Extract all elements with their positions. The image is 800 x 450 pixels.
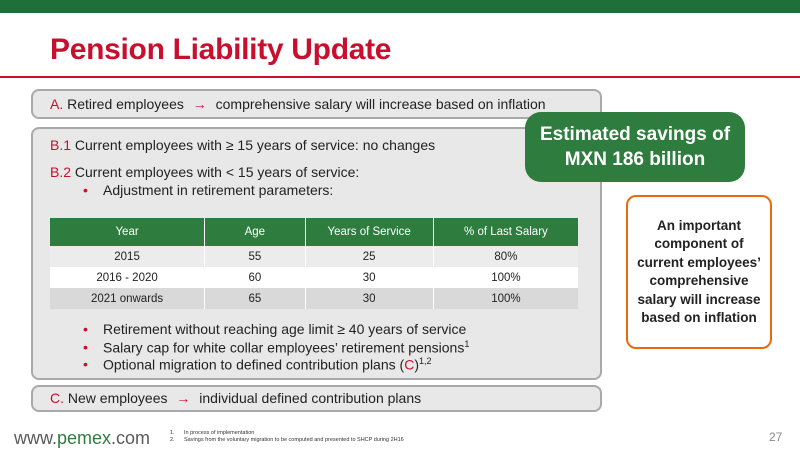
footnote-1: 1. In process of implementation [170,430,254,436]
table-cell: 55 [204,246,306,267]
page-number: 27 [769,430,783,444]
section-b1-text: Current employees with ≥ 15 years of ser… [74,137,436,153]
section-a-subject: Retired employees [67,96,184,112]
bullet-salary-cap-text: Salary cap for white collar employees’ r… [103,339,465,356]
footnote-text: In process of implementation [184,430,255,436]
estimated-savings-badge: Estimated savings of MXN 186 billion [525,112,745,182]
table-cell: 2021 onwards [50,288,206,309]
bullet-adjustment: • Adjustment in retirement parameters: [83,182,334,198]
footnote-ref: 1,2 [418,356,432,366]
section-b2-text: Current employees with < 15 years of ser… [74,164,360,180]
savings-line-2: MXN 186 billion [564,149,706,170]
bullet-close-paren: ) [414,356,419,373]
bullet-dot-icon: • [83,321,88,337]
footnote-number: 2. [170,437,175,443]
section-c-letter: C. [50,390,64,406]
table-cell: 100% [433,288,578,309]
table-cell: 80% [433,246,578,267]
table-row: 2016 - 2020 60 30 100% [50,267,578,288]
table-row: 2021 onwards 65 30 100% [50,288,578,309]
footnote-number: 1. [170,430,175,436]
bullet-adjustment-text: Adjustment in retirement parameters: [103,182,334,198]
table-header-age: Age [204,218,306,246]
url-brand: pemex [57,428,112,448]
page-title: Pension Liability Update [50,33,392,66]
bullet-c-letter: C [404,356,415,373]
section-c-line: C. New employees → individual defined co… [50,390,421,406]
bullet-salary-cap: • Salary cap for white collar employees’… [83,339,470,356]
section-b1-letter: B.1 [50,137,72,153]
table-cell: 30 [305,267,434,288]
table-header-year: Year [50,218,206,246]
table-header-pct-last-salary: % of Last Salary [433,218,578,246]
table-cell: 65 [204,288,306,309]
bullet-dot-icon: • [83,182,88,198]
title-divider [0,76,800,78]
table-cell: 25 [305,246,434,267]
bullet-dot-icon: • [83,339,88,355]
section-b1-line: B.1 Current employees with ≥ 15 years of… [50,137,435,153]
table-cell: 100% [433,267,578,288]
section-a-line: A. Retired employees → comprehensive sal… [50,96,546,112]
section-c-subject: New employees [67,390,168,406]
footer-url: www.pemex.com [14,428,150,449]
section-a-outcome: comprehensive salary will increase based… [215,96,546,112]
table-row: 2015 55 25 80% [50,246,578,267]
section-a-letter: A. [50,96,64,112]
arrow-right-icon: → [192,96,207,112]
bullet-retirement-age-text: Retirement without reaching age limit ≥ … [103,321,467,337]
url-prefix: www. [14,428,58,448]
bullet-retirement-age: • Retirement without reaching age limit … [83,321,467,337]
footnote-text: Savings from the voluntary migration to … [184,437,404,443]
inflation-callout-text: An important component of current employ… [637,217,761,326]
retirement-parameters-table: Year Age Years of Service % of Last Sala… [50,218,578,309]
url-suffix: .com [111,428,151,448]
table-cell: 30 [305,288,434,309]
bullet-optional-migration: • Optional migration to defined contribu… [83,356,432,373]
table-header-row: Year Age Years of Service % of Last Sala… [50,218,578,246]
arrow-right-icon: → [176,390,191,406]
table-cell: 60 [204,267,306,288]
bullet-dot-icon: • [83,356,88,372]
table-header-years-of-service: Years of Service [305,218,434,246]
section-c-box [31,385,602,412]
footnote-ref: 1 [464,339,470,349]
bullet-optional-migration-text: Optional migration to defined contributi… [103,356,405,373]
footnote-2: 2. Savings from the voluntary migration t… [170,437,404,443]
inflation-callout: An important component of current employ… [626,195,772,349]
section-c-outcome: individual defined contribution plans [199,390,422,406]
table-cell: 2015 [50,246,206,267]
section-b2-letter: B.2 [50,164,72,180]
section-a-box [31,89,602,119]
table-cell: 2016 - 2020 [50,267,206,288]
savings-line-1: Estimated savings of [539,124,731,145]
top-green-bar [0,0,800,13]
section-b2-line: B.2 Current employees with < 15 years of… [50,164,359,180]
